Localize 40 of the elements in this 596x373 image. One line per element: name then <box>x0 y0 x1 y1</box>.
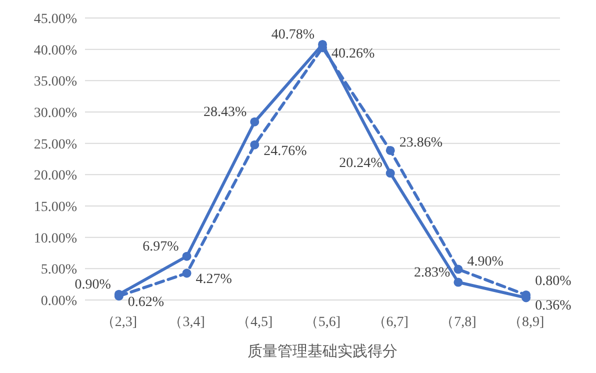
point <box>250 117 260 126</box>
data-label: 24.76% <box>264 144 308 159</box>
x-tick-label: （3,4] <box>168 315 205 330</box>
y-tick-label: 45.00% <box>34 12 78 27</box>
x-tick-label: （6,7] <box>372 315 408 330</box>
x-tick-label: （8,9] <box>508 315 544 330</box>
data-label: 20.24% <box>339 156 383 172</box>
point <box>454 278 463 287</box>
y-tick-label: 20.00% <box>34 168 78 184</box>
data-label: 40.78% <box>271 27 315 42</box>
point <box>454 264 463 274</box>
y-tick-label: 10.00% <box>34 231 78 246</box>
point <box>182 252 192 261</box>
data-label: 23.86% <box>399 135 443 150</box>
y-tick-label: 15.00% <box>34 200 78 215</box>
data-label: 0.36% <box>535 298 572 314</box>
data-label: 4.27% <box>196 272 232 288</box>
y-tick-label: 5.00% <box>40 262 78 278</box>
data-label: 28.43% <box>203 104 247 120</box>
data-label: 0.80% <box>535 274 572 289</box>
x-tick-label: （7,8] <box>440 315 476 330</box>
data-label: 40.26% <box>332 46 375 62</box>
y-tick-label: 40.00% <box>34 43 78 58</box>
y-tick-label: 25.00% <box>34 137 78 152</box>
point <box>386 168 395 178</box>
data-label: 6.97% <box>142 239 180 254</box>
x-tick-label: （5,6] <box>304 315 341 330</box>
y-tick-label: 30.00% <box>34 106 78 121</box>
x-tick-label: （2,3] <box>100 315 138 330</box>
data-label: 2.83% <box>414 265 451 280</box>
x-axis-title: 质量管理基础实践得分 <box>248 343 398 360</box>
data-label: 0.62% <box>128 295 164 310</box>
data-label: 4.90% <box>467 254 504 270</box>
point <box>250 140 260 150</box>
point <box>182 268 192 278</box>
y-tick-label: 35.00% <box>34 74 78 90</box>
point <box>386 146 395 155</box>
x-tick-label: （4,5] <box>236 315 273 330</box>
data-label: 0.90% <box>74 277 112 292</box>
y-tick-label: 0.00% <box>40 294 78 309</box>
